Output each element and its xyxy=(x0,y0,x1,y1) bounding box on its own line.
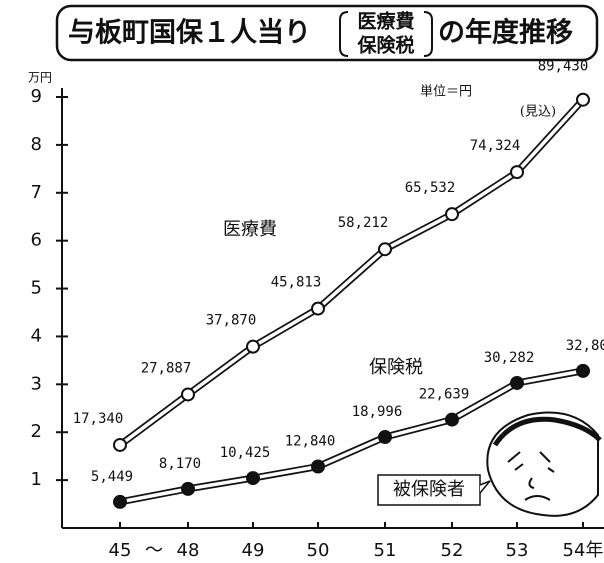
y-tick-label: 6 xyxy=(31,230,42,251)
series-line xyxy=(118,98,585,447)
chart-title: 与板町国保１人当り xyxy=(68,18,311,49)
value-label: 30,282 xyxy=(484,350,535,366)
annotation-box xyxy=(377,474,481,506)
value-label: 12,840 xyxy=(285,434,336,450)
value-label: 18,996 xyxy=(352,404,403,420)
x-tick-label: 54年 xyxy=(563,540,604,561)
data-point xyxy=(181,387,195,402)
value-label: 32,809 xyxy=(566,338,604,354)
value-label: 89,430 xyxy=(538,59,589,75)
face-illustration xyxy=(486,411,602,517)
title-box xyxy=(55,4,599,62)
data-point xyxy=(576,363,590,378)
value-label: 65,532 xyxy=(405,180,456,196)
data-point xyxy=(445,207,459,222)
data-point xyxy=(113,437,127,452)
data-point xyxy=(181,481,195,496)
value-label: 27,887 xyxy=(141,360,192,376)
data-point xyxy=(113,494,127,509)
x-tick-label: 45 xyxy=(109,540,132,561)
value-label: 45,813 xyxy=(271,275,322,291)
x-tick-label: 49 xyxy=(242,540,265,561)
value-label: 10,425 xyxy=(220,445,271,461)
value-label: 8,170 xyxy=(159,456,201,472)
data-point xyxy=(246,471,260,486)
annotation: 被保険者 xyxy=(393,479,465,500)
value-label: 22,639 xyxy=(419,387,470,403)
y-tick-label: 2 xyxy=(31,421,42,442)
series-label: 医療費 xyxy=(223,219,277,240)
x-tick-label: 50 xyxy=(307,540,330,561)
data-point xyxy=(510,165,524,180)
estimate-note: (見込) xyxy=(520,105,556,120)
y-unit: 万円 xyxy=(28,71,52,85)
y-tick-label: 5 xyxy=(31,278,42,299)
data-point xyxy=(576,92,590,107)
x-tick-label: 52 xyxy=(441,540,464,561)
x-tick-label: 53 xyxy=(506,540,529,561)
y-tick-label: 1 xyxy=(31,469,42,490)
data-point xyxy=(510,375,524,390)
y-tick-label: 4 xyxy=(31,325,42,346)
chart-title: の年度推移 xyxy=(438,17,573,49)
data-point xyxy=(311,459,325,474)
chart-title: 医療費 xyxy=(357,10,414,33)
x-tick-label: 51 xyxy=(374,540,397,561)
series-line xyxy=(119,369,584,504)
value-label: 37,870 xyxy=(206,313,257,329)
value-label: 74,324 xyxy=(470,138,521,154)
data-point xyxy=(246,339,260,354)
annotation-pointer xyxy=(479,480,491,494)
data-point xyxy=(378,430,392,445)
value-label: 58,212 xyxy=(338,215,389,231)
data-point xyxy=(445,412,459,427)
x-tick-label: 48 xyxy=(177,540,200,561)
y-tick-label: 8 xyxy=(31,134,42,155)
y-tick-label: 3 xyxy=(31,373,42,394)
data-point xyxy=(378,242,392,257)
chart-title: 保険税 xyxy=(356,34,414,57)
value-label: 17,340 xyxy=(73,411,124,427)
y-tick-label: 9 xyxy=(31,86,42,107)
series-label: 保険税 xyxy=(369,357,423,378)
title-bracket xyxy=(339,11,433,57)
value-label: 5,449 xyxy=(91,469,133,485)
unit-note: 単位＝円 xyxy=(420,84,472,100)
data-point xyxy=(311,301,325,316)
y-tick-label: 7 xyxy=(31,182,42,203)
x-range-mark: ～ xyxy=(145,540,163,561)
